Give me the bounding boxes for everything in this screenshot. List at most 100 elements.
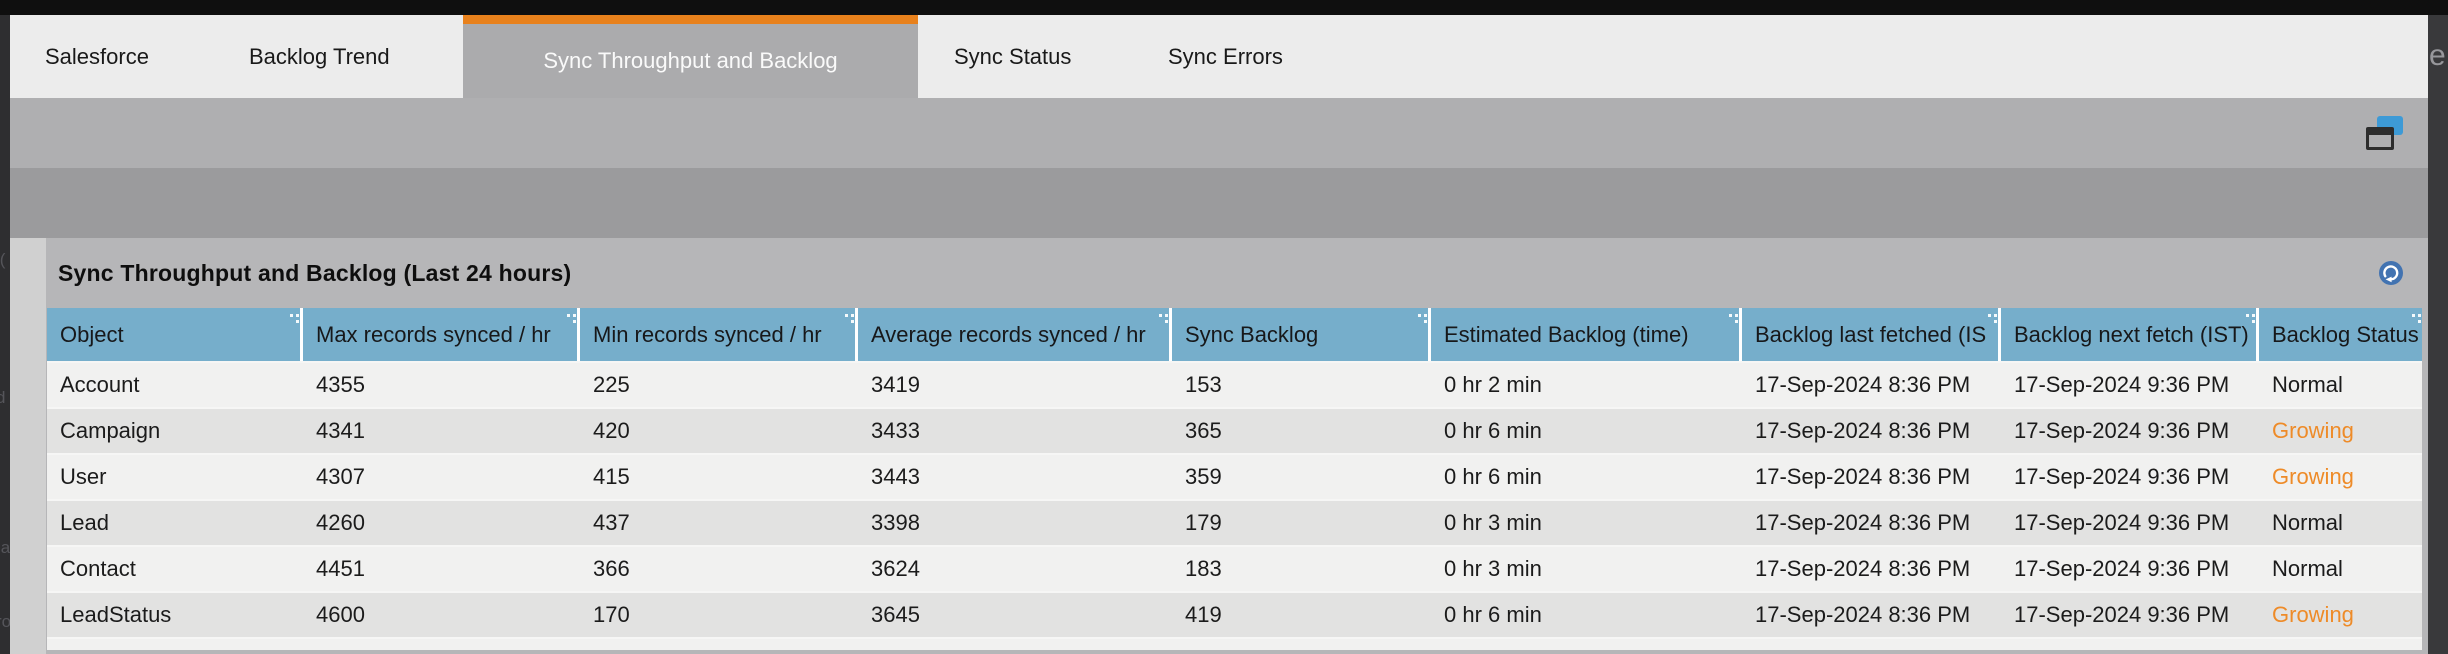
column-header-5[interactable]: Estimated Backlog (time) bbox=[1431, 308, 1742, 361]
table-row: LeadStatus 4600 170 3645 419 0 hr 6 min 17-Sep… bbox=[47, 591, 2422, 637]
cell-7: 17-Sep-2024 9:36 PM bbox=[2014, 418, 2230, 443]
column-resize-grip-icon[interactable] bbox=[1418, 314, 1421, 317]
cell-4: 365 bbox=[1185, 418, 1222, 443]
widget-header: Sync Throughput and Backlog (Last 24 hou… bbox=[46, 238, 2428, 308]
table-row: Account 4355 225 3419 153 0 hr 2 min 17-Sep-20… bbox=[47, 361, 2422, 407]
cell-6: 17-Sep-2024 8:36 PM bbox=[1755, 602, 1971, 627]
column-header-label: Object bbox=[60, 321, 124, 347]
cell-7: 17-Sep-2024 9:36 PM bbox=[2014, 372, 2230, 397]
right-edge-strip: e bbox=[2428, 15, 2448, 654]
cell-1: 4341 bbox=[316, 418, 365, 443]
cell-6: 17-Sep-2024 8:36 PM bbox=[1755, 464, 1971, 489]
cell-1: 4355 bbox=[316, 372, 365, 397]
table-header-row: Object Max records synced / hr Min records… bbox=[47, 308, 2422, 361]
window-title-bar bbox=[2369, 130, 2391, 135]
widget-title: Sync Throughput and Backlog (Last 24 hou… bbox=[58, 259, 572, 286]
cell-4: 153 bbox=[1185, 372, 1222, 397]
clipped-edge-text: e bbox=[2429, 39, 2446, 72]
column-header-2[interactable]: Min records synced / hr bbox=[580, 308, 858, 361]
sync-table: Object Max records synced / hr Min records… bbox=[47, 308, 2422, 650]
column-resize-grip-icon[interactable] bbox=[290, 314, 293, 317]
cell-6: 17-Sep-2024 8:36 PM bbox=[1755, 510, 1971, 535]
table-row: User 4307 415 3443 359 0 hr 6 min 17-Sep-2024 … bbox=[47, 453, 2422, 499]
open-new-window-icon[interactable] bbox=[2364, 116, 2404, 150]
column-resize-grip-icon[interactable] bbox=[1729, 314, 1732, 317]
cell-6: 17-Sep-2024 8:36 PM bbox=[1755, 372, 1971, 397]
column-header-0[interactable]: Object bbox=[47, 308, 303, 361]
column-header-1[interactable]: Max records synced / hr bbox=[303, 308, 580, 361]
column-resize-grip-icon[interactable] bbox=[1988, 314, 1991, 317]
cell-3: 3443 bbox=[871, 464, 920, 489]
clipped-edge-text: .a bbox=[0, 538, 10, 557]
column-header-4[interactable]: Sync Backlog bbox=[1172, 308, 1431, 361]
status-cell: Growing bbox=[2272, 602, 2354, 627]
top-black-bar bbox=[0, 0, 2448, 15]
column-header-7[interactable]: Backlog next fetch (IST) bbox=[2001, 308, 2259, 361]
cell-3: 3419 bbox=[871, 372, 920, 397]
cell-2: 420 bbox=[593, 418, 630, 443]
cell-1: 4451 bbox=[316, 556, 365, 581]
column-resize-grip-icon[interactable] bbox=[845, 314, 848, 317]
refresh-icon[interactable] bbox=[2378, 260, 2404, 286]
tab-backlog-trend[interactable]: Backlog Trend bbox=[249, 43, 390, 69]
cell-7: 17-Sep-2024 9:36 PM bbox=[2014, 602, 2230, 627]
cell-0: Account bbox=[60, 372, 140, 397]
cell-2: 366 bbox=[593, 556, 630, 581]
column-header-6[interactable]: Backlog last fetched (IS bbox=[1742, 308, 2001, 361]
column-header-8[interactable]: Backlog Status bbox=[2259, 308, 2422, 361]
column-header-label: Backlog last fetched (IS bbox=[1755, 321, 1987, 347]
table-row: Campaign 4341 420 3433 365 0 hr 6 min 17-Sep-2… bbox=[47, 407, 2422, 453]
cell-0: Campaign bbox=[60, 418, 161, 443]
cell-0: Lead bbox=[60, 510, 109, 535]
column-header-label: Average records synced / hr bbox=[871, 321, 1146, 347]
table-body: Account 4355 225 3419 153 0 hr 2 min 17-Sep-20… bbox=[47, 361, 2422, 637]
cell-7: 17-Sep-2024 9:36 PM bbox=[2014, 556, 2230, 581]
table-row: Contact 4451 366 3624 183 0 hr 3 min 17-Sep-20… bbox=[47, 545, 2422, 591]
cell-5: 0 hr 3 min bbox=[1444, 510, 1542, 535]
left-gutter bbox=[10, 238, 46, 654]
cell-1: 4307 bbox=[316, 464, 365, 489]
cell-5: 0 hr 3 min bbox=[1444, 556, 1542, 581]
cell-3: 3433 bbox=[871, 418, 920, 443]
cell-3: 3398 bbox=[871, 510, 920, 535]
cell-4: 419 bbox=[1185, 602, 1222, 627]
cell-6: 17-Sep-2024 8:36 PM bbox=[1755, 418, 1971, 443]
column-resize-grip-icon[interactable] bbox=[2246, 314, 2249, 317]
cell-2: 437 bbox=[593, 510, 630, 535]
column-resize-grip-icon[interactable] bbox=[567, 314, 570, 317]
cell-3: 3624 bbox=[871, 556, 920, 581]
cell-2: 415 bbox=[593, 464, 630, 489]
spacer-band bbox=[10, 168, 2428, 238]
column-header-label: Min records synced / hr bbox=[593, 321, 822, 347]
cell-2: 225 bbox=[593, 372, 630, 397]
tab-sync-throughput-and-backlog[interactable]: Sync Throughput and Backlog bbox=[463, 15, 918, 98]
column-resize-grip-icon[interactable] bbox=[1159, 314, 1162, 317]
status-cell: Normal bbox=[2272, 510, 2343, 535]
cell-1: 4260 bbox=[316, 510, 365, 535]
cell-4: 359 bbox=[1185, 464, 1222, 489]
tab-sync-errors[interactable]: Sync Errors bbox=[1168, 43, 1283, 69]
cell-3: 3645 bbox=[871, 602, 920, 627]
table-row: Lead 4260 437 3398 179 0 hr 3 min 17-Sep-2024 … bbox=[47, 499, 2422, 545]
cell-0: Contact bbox=[60, 556, 136, 581]
column-resize-grip-icon[interactable] bbox=[2412, 314, 2415, 317]
status-cell: Growing bbox=[2272, 464, 2354, 489]
tab-sync-status[interactable]: Sync Status bbox=[954, 43, 1072, 69]
cell-5: 0 hr 6 min bbox=[1444, 418, 1542, 443]
clipped-edge-text: d bbox=[0, 388, 6, 407]
status-cell: Normal bbox=[2272, 372, 2343, 397]
window-front-pane bbox=[2366, 127, 2394, 150]
status-cell: Growing bbox=[2272, 418, 2354, 443]
cell-0: LeadStatus bbox=[60, 602, 172, 627]
tab-salesforce[interactable]: Salesforce bbox=[45, 43, 149, 69]
cell-5: 0 hr 6 min bbox=[1444, 602, 1542, 627]
column-header-label: Backlog Status bbox=[2272, 321, 2419, 347]
column-header-3[interactable]: Average records synced / hr bbox=[858, 308, 1172, 361]
column-header-label: Max records synced / hr bbox=[316, 321, 551, 347]
clipped-edge-text: i( bbox=[0, 250, 6, 269]
toolbar-band bbox=[10, 98, 2428, 168]
sync-throughput-widget: Sync Throughput and Backlog (Last 24 hou… bbox=[46, 238, 2428, 654]
left-edge-strip: i( d .a ro bbox=[0, 15, 10, 654]
cell-7: 17-Sep-2024 9:36 PM bbox=[2014, 464, 2230, 489]
clipped-edge-text: ro bbox=[0, 612, 10, 631]
